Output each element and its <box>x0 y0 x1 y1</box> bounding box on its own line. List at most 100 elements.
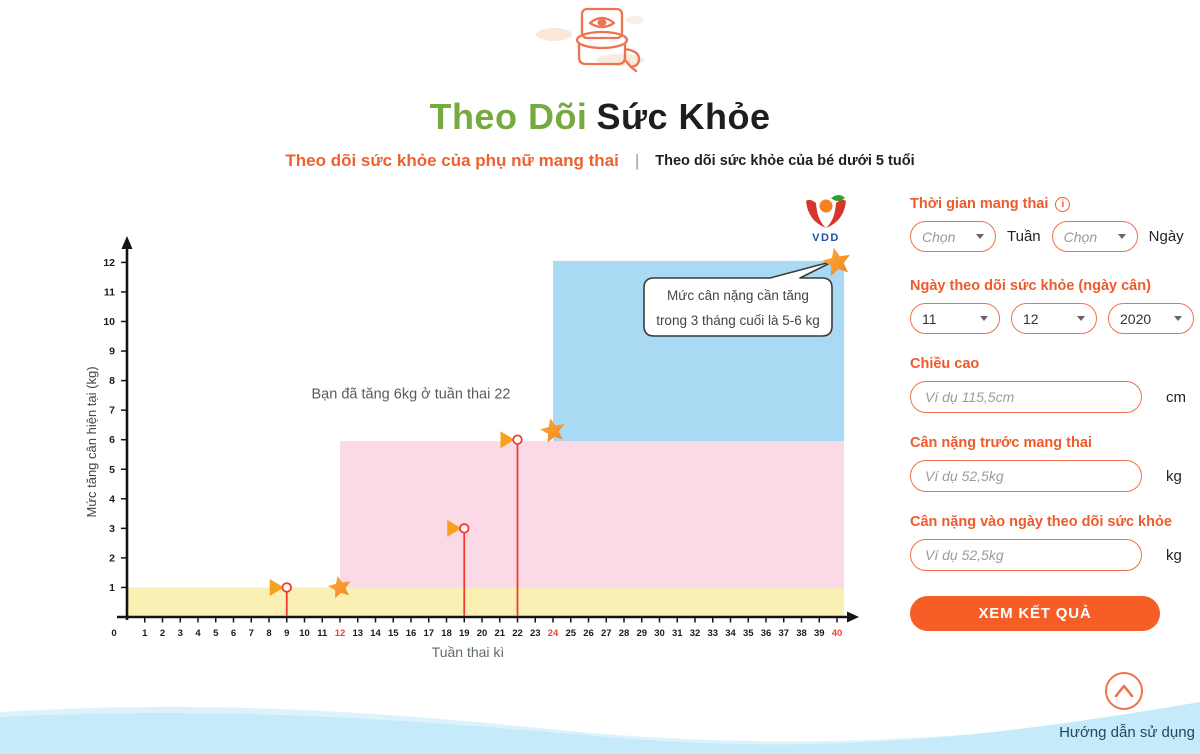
svg-text:21: 21 <box>494 628 505 639</box>
star-week-12 <box>328 575 351 599</box>
svg-text:9: 9 <box>109 346 115 358</box>
svg-text:39: 39 <box>814 628 825 639</box>
progress-arrow-week-9 <box>129 578 292 616</box>
vdd-logo: VDD <box>806 195 846 244</box>
week-select[interactable]: Chọn <box>910 221 996 252</box>
field-tracking-date: Ngày theo dõi sức khỏe (ngày cân) 11 12 … <box>910 278 1196 334</box>
svg-text:8: 8 <box>266 628 271 639</box>
caret-down-icon <box>1077 316 1085 321</box>
pregnancy-time-label: Thời gian mang thai <box>910 196 1049 212</box>
svg-text:35: 35 <box>743 628 754 639</box>
band-first-trimester-target <box>127 587 845 617</box>
svg-text:29: 29 <box>636 628 647 639</box>
svg-text:1: 1 <box>142 628 148 639</box>
title-part-green: Theo Dõi <box>429 96 588 137</box>
star-week-24 <box>540 418 565 443</box>
day-select[interactable]: Chọn <box>1051 221 1138 252</box>
tab-children-under-5[interactable]: Theo dõi sức khỏe của bé dưới 5 tuổi <box>655 153 915 169</box>
svg-text:1: 1 <box>109 582 115 594</box>
x-axis-ticks: 0 1 2 3 4 5 6 7 8 9 10 11 12 13 14 15 16 17 18 19 20 21 22 23 24… <box>111 617 842 639</box>
svg-text:37: 37 <box>778 628 789 639</box>
current-weight-label: Cân nặng vào ngày theo dõi sức khỏe <box>910 514 1172 530</box>
svg-text:3: 3 <box>109 523 115 535</box>
svg-text:17: 17 <box>423 628 434 639</box>
svg-text:11: 11 <box>317 628 328 639</box>
field-pregnancy-time: Thời gian mang thai i Chọn Tuần Chọn Ngà… <box>910 196 1196 252</box>
scroll-top-button[interactable] <box>1105 672 1143 710</box>
x-axis-arrow <box>847 611 859 623</box>
week-unit-label: Tuần <box>1007 228 1041 245</box>
svg-text:2: 2 <box>109 552 115 564</box>
day-unit-label: Ngày <box>1148 228 1184 245</box>
pre-pregnancy-weight-label: Cân nặng trước mang thai <box>910 435 1092 451</box>
svg-text:40: 40 <box>832 628 843 639</box>
progress-arrow-week-22 <box>129 431 523 616</box>
svg-text:10: 10 <box>103 316 115 328</box>
svg-text:trong 3 tháng cuối là 5-6 kg: trong 3 tháng cuối là 5-6 kg <box>656 313 820 328</box>
height-input[interactable] <box>910 381 1142 413</box>
svg-text:26: 26 <box>583 628 594 639</box>
svg-text:20: 20 <box>477 628 488 639</box>
date-month-value: 12 <box>1023 310 1039 327</box>
svg-text:34: 34 <box>725 628 736 639</box>
x-axis-label: Tuần thai kì <box>432 644 505 660</box>
svg-text:14: 14 <box>370 628 381 639</box>
svg-text:19: 19 <box>459 628 470 639</box>
band-second-trimester-target <box>340 441 845 588</box>
view-results-button[interactable]: XEM KẾT QUẢ <box>910 596 1160 631</box>
y-axis-label: Mức tăng cân hiện tại (kg) <box>84 366 99 517</box>
pre-pregnancy-weight-input[interactable] <box>910 460 1142 492</box>
svg-text:24: 24 <box>548 628 559 639</box>
tabs: Theo dõi sức khỏe của phụ nữ mang thai |… <box>0 151 1200 171</box>
svg-text:5: 5 <box>213 628 219 639</box>
scale-icon <box>575 7 641 73</box>
chart-annotation: Bạn đã tăng 6kg ở tuần thai 22 <box>312 386 511 402</box>
svg-text:18: 18 <box>441 628 452 639</box>
svg-text:2: 2 <box>160 628 165 639</box>
health-form: Thời gian mang thai i Chọn Tuần Chọn Ngà… <box>910 196 1196 631</box>
field-label: Thời gian mang thai i <box>910 196 1196 212</box>
field-height: Chiều cao cm <box>910 356 1196 413</box>
svg-text:32: 32 <box>690 628 701 639</box>
svg-text:25: 25 <box>565 628 576 639</box>
tracking-date-label: Ngày theo dõi sức khỏe (ngày cân) <box>910 278 1151 294</box>
chevron-up-icon <box>1114 684 1134 698</box>
svg-text:31: 31 <box>672 628 683 639</box>
decor-blob <box>536 28 572 41</box>
svg-text:27: 27 <box>601 628 612 639</box>
svg-text:5: 5 <box>109 464 115 476</box>
date-year-select[interactable]: 2020 <box>1108 303 1194 334</box>
field-pre-pregnancy-weight: Cân nặng trước mang thai kg <box>910 435 1196 492</box>
info-icon[interactable]: i <box>1055 196 1071 212</box>
svg-text:38: 38 <box>796 628 807 639</box>
svg-text:8: 8 <box>109 375 115 387</box>
svg-text:36: 36 <box>761 628 772 639</box>
current-weight-input[interactable] <box>910 539 1142 571</box>
height-unit-label: cm <box>1166 388 1186 406</box>
date-day-value: 11 <box>922 310 937 327</box>
svg-text:3: 3 <box>178 628 183 639</box>
decor-blob <box>626 16 644 24</box>
svg-text:13: 13 <box>352 628 363 639</box>
chart-tooltip: Mức cân nặng cần tăng trong 3 tháng cuối … <box>643 260 835 337</box>
svg-text:6: 6 <box>231 628 236 639</box>
date-year-value: 2020 <box>1120 310 1152 327</box>
svg-text:12: 12 <box>335 628 346 639</box>
y-axis-arrow <box>121 236 133 249</box>
svg-text:11: 11 <box>104 286 115 298</box>
svg-text:6: 6 <box>109 434 115 446</box>
star-week-40 <box>822 247 850 277</box>
date-day-select[interactable]: 11 <box>910 303 1000 334</box>
caret-down-icon <box>1117 234 1126 239</box>
tab-pregnant-women[interactable]: Theo dõi sức khỏe của phụ nữ mang thai <box>285 151 619 170</box>
svg-text:10: 10 <box>299 628 310 639</box>
caret-down-icon <box>1174 316 1182 321</box>
svg-text:15: 15 <box>388 628 399 639</box>
help-link[interactable]: Hướng dẫn sử dụng <box>1059 724 1195 741</box>
svg-text:9: 9 <box>284 628 289 639</box>
svg-text:23: 23 <box>530 628 541 639</box>
date-month-select[interactable]: 12 <box>1011 303 1097 334</box>
svg-text:30: 30 <box>654 628 665 639</box>
svg-text:7: 7 <box>109 405 115 417</box>
